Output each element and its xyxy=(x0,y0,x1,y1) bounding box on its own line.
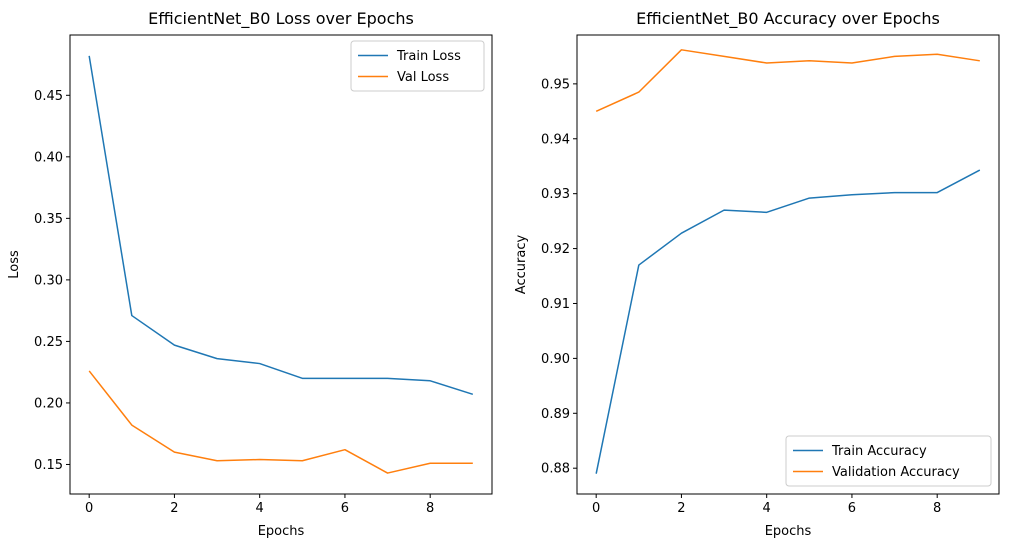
legend-label-1: Validation Accuracy xyxy=(832,465,960,480)
chart-0: EfficientNet_B0 Loss over Epochs 0 2 4 6 8 0.1… xyxy=(7,9,493,539)
chart-title: EfficientNet_B0 Loss over Epochs xyxy=(148,9,414,29)
y-tick-label: 0.90 xyxy=(541,352,570,367)
plot-frame xyxy=(69,34,493,495)
y-tick-label: 0.15 xyxy=(34,458,63,473)
x-tick-label: 4 xyxy=(763,501,771,516)
legend: Train Accuracy Validation Accuracy xyxy=(785,435,992,487)
y-tick-label: 0.89 xyxy=(541,407,570,422)
x-tick-label: 0 xyxy=(592,501,600,516)
y-tick-label: 0.93 xyxy=(541,187,570,202)
y-tick-label: 0.94 xyxy=(541,132,570,147)
x-tick-label: 6 xyxy=(848,501,856,516)
y-tick-label: 0.35 xyxy=(34,212,63,227)
y-axis-label: Loss xyxy=(7,250,22,279)
legend-label-0: Train Accuracy xyxy=(831,444,927,459)
y-tick-label: 0.25 xyxy=(34,335,63,350)
x-axis-label: Epochs xyxy=(765,524,812,539)
x-tick-label: 8 xyxy=(426,501,434,516)
legend: Train Loss Val Loss xyxy=(350,40,485,92)
y-tick-label: 0.45 xyxy=(34,89,63,104)
series-line-1 xyxy=(88,370,473,474)
series-line-0 xyxy=(88,55,474,396)
chart-1: EfficientNet_B0 Accuracy over Epochs 0 2 4 6… xyxy=(514,9,1000,539)
x-tick-label: 2 xyxy=(170,501,178,516)
plot-frame xyxy=(576,34,1000,495)
y-tick-label: 0.40 xyxy=(34,150,63,165)
y-tick-label: 0.30 xyxy=(34,273,63,288)
y-tick-label: 0.91 xyxy=(541,297,570,312)
y-tick-label: 0.20 xyxy=(34,396,63,411)
x-tick-label: 0 xyxy=(85,501,93,516)
series-line-1 xyxy=(595,49,980,113)
legend-label-1: Val Loss xyxy=(397,70,449,85)
y-axis-label: Accuracy xyxy=(514,235,529,295)
legend-box xyxy=(785,435,992,487)
legend-box xyxy=(350,40,485,92)
x-tick-label: 2 xyxy=(677,501,685,516)
legend-label-0: Train Loss xyxy=(396,49,461,64)
y-tick-label: 0.95 xyxy=(541,77,570,92)
y-tick-label: 0.92 xyxy=(541,242,570,257)
x-tick-label: 8 xyxy=(933,501,941,516)
series-line-0 xyxy=(595,169,981,474)
x-axis-label: Epochs xyxy=(258,524,305,539)
x-tick-label: 6 xyxy=(341,501,349,516)
x-tick-label: 4 xyxy=(256,501,264,516)
chart-title: EfficientNet_B0 Accuracy over Epochs xyxy=(636,9,940,29)
y-tick-label: 0.88 xyxy=(541,462,570,477)
